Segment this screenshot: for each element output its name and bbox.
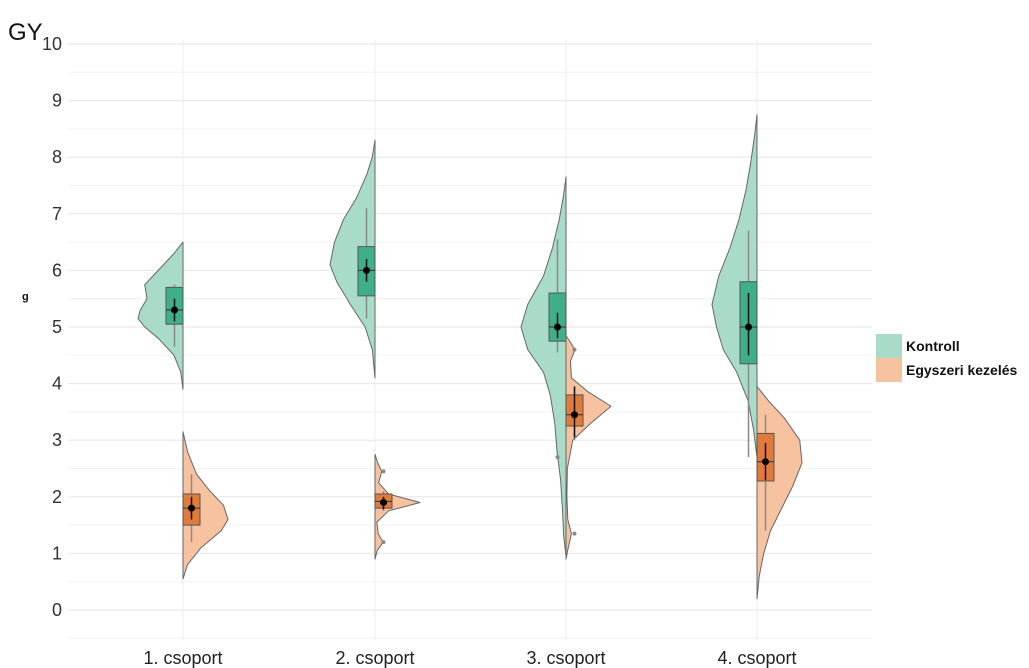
outlier-point [572,531,577,536]
mean-point [363,266,370,274]
mean-point [380,498,387,506]
violin-half [520,176,567,557]
y-tick-label: 2 [52,487,62,507]
y-tick-label: 3 [52,430,62,450]
y-tick-label: 1 [52,543,62,563]
mean-point [171,306,178,314]
mean-point [188,504,195,512]
violin-half [329,139,376,379]
violins [137,114,803,600]
mean-point [571,411,578,419]
y-axis-label: g [22,291,29,303]
outlier-point [381,469,386,474]
y-tick-label: 9 [52,91,62,111]
violin-half [182,431,229,580]
y-tick-label: 4 [52,374,62,394]
legend-swatch-kontroll [876,334,902,358]
y-tick-label: 10 [42,34,62,54]
legend: Kontroll Egyszeri kezelés [876,334,1018,382]
outlier-point [555,455,560,460]
violin-half [565,334,612,560]
y-tick-label: 5 [52,317,62,337]
x-tick-label: 1. csoport [143,648,222,668]
violin-half [137,241,184,390]
y-tick-label: 0 [52,600,62,620]
outlier-point [381,540,386,545]
panel-title: GY [8,19,43,46]
x-tick-label: 2. csoport [335,648,414,668]
y-tick-label: 7 [52,204,62,224]
legend-label-egyszeri-kezeles: Egyszeri kezelés [906,362,1018,378]
mean-point [554,323,561,331]
mean-point [762,458,769,466]
x-tick-label: 3. csoport [526,648,605,668]
x-tick-labels: 1. csoport 2. csoport 3. csoport 4. csoport [143,648,796,668]
mean-point [745,323,752,331]
violin-half [711,114,758,458]
y-tick-label: 8 [52,147,62,167]
violin-half [756,385,803,600]
x-tick-label: 4. csoport [717,648,796,668]
legend-label-kontroll: Kontroll [906,338,960,354]
y-tick-label: 6 [52,260,62,280]
outlier-point [572,347,577,352]
legend-swatch-egyszeri-kezeles [876,358,902,382]
y-tick-labels: 0 1 2 3 4 5 6 7 8 9 10 [42,34,62,620]
